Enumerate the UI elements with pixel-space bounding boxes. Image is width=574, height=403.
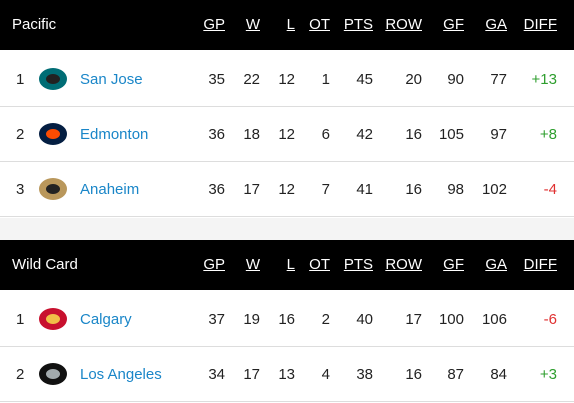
stat: 41	[356, 181, 373, 198]
stat: 20	[405, 71, 422, 88]
column-header: L	[286, 256, 295, 273]
stat: 4	[321, 366, 330, 383]
stat: 100	[438, 311, 464, 328]
stat: 36	[208, 126, 225, 143]
column-header: GP	[203, 16, 225, 33]
column-header: OT	[309, 16, 330, 33]
team-row: 1 San Jose 35 22 12 1 45 20 90 77 +13	[0, 52, 574, 107]
column-header: ROW	[385, 16, 422, 33]
team-logo	[38, 360, 68, 392]
team-name: Edmonton	[80, 126, 149, 143]
column-header: PTS	[343, 256, 373, 273]
rank: 1	[16, 71, 25, 88]
stat: 17	[405, 311, 422, 328]
column-header: GP	[203, 256, 225, 273]
team-logo	[38, 65, 68, 97]
section-header: Wild Card GP W L OT PTS ROW GF GA DIFF	[0, 240, 574, 290]
stat: 84	[490, 366, 507, 383]
stat: 17	[243, 181, 260, 198]
stat: 77	[490, 71, 507, 88]
diff: +8	[539, 126, 557, 143]
stat: 105	[438, 126, 464, 143]
diff: -6	[543, 311, 557, 328]
stat: 38	[356, 366, 373, 383]
stat: 16	[405, 126, 422, 143]
team-name: Los Angeles	[80, 366, 162, 383]
rank: 2	[16, 126, 25, 143]
diff: -4	[543, 181, 557, 198]
stat: 13	[278, 366, 295, 383]
team-logo	[38, 175, 68, 207]
rank: 2	[16, 366, 25, 383]
stat: 90	[447, 71, 464, 88]
stat: 7	[321, 181, 330, 198]
stat: 42	[356, 126, 373, 143]
section-header: Pacific GP W L OT PTS ROW GF GA DIFF	[0, 0, 574, 50]
stat: 19	[243, 311, 260, 328]
team-row: 1 Calgary 37 19 16 2 40 17 100 106 -6	[0, 292, 574, 347]
stat: 18	[243, 126, 260, 143]
rank: 3	[16, 181, 25, 198]
team-name: San Jose	[80, 71, 143, 88]
column-header: GF	[443, 16, 464, 33]
stat: 12	[278, 181, 295, 198]
rank: 1	[16, 311, 25, 328]
column-header: GA	[485, 256, 507, 273]
diff: +13	[531, 71, 557, 88]
column-header: DIFF	[523, 16, 557, 33]
team-row: 2 Los Angeles 34 17 13 4 38 16 87 84 +3	[0, 347, 574, 402]
stat: 17	[243, 366, 260, 383]
diff: +3	[539, 366, 557, 383]
stat: 106	[481, 311, 507, 328]
stat: 22	[243, 71, 260, 88]
section-title: Pacific	[12, 16, 57, 33]
column-header: L	[286, 16, 295, 33]
stat: 1	[321, 71, 330, 88]
section-title: Wild Card	[12, 256, 78, 273]
column-header: OT	[309, 256, 330, 273]
column-header: GA	[485, 16, 507, 33]
stat: 16	[405, 366, 422, 383]
team-logo	[38, 120, 68, 152]
stat: 45	[356, 71, 373, 88]
stat: 16	[405, 181, 422, 198]
gap	[0, 218, 574, 240]
stat: 102	[481, 181, 507, 198]
column-header: W	[245, 16, 260, 33]
team-name: Anaheim	[80, 181, 140, 198]
stat: 12	[278, 71, 295, 88]
column-header: ROW	[385, 256, 422, 273]
team-row: 3 Anaheim 36 17 12 7 41 16 98 102 -4	[0, 162, 574, 217]
team-row: 2 Edmonton 36 18 12 6 42 16 105 97 +8	[0, 107, 574, 162]
stat: 34	[208, 366, 225, 383]
column-header: GF	[443, 256, 464, 273]
stat: 37	[208, 311, 225, 328]
column-header: DIFF	[523, 256, 557, 273]
stat: 16	[278, 311, 295, 328]
stat: 97	[490, 126, 507, 143]
stat: 2	[321, 311, 330, 328]
stat: 6	[321, 126, 330, 143]
team-name: Calgary	[80, 311, 132, 328]
stat: 12	[278, 126, 295, 143]
stat: 35	[208, 71, 225, 88]
stat: 36	[208, 181, 225, 198]
column-header: W	[245, 256, 260, 273]
stat: 87	[447, 366, 464, 383]
stat: 98	[447, 181, 464, 198]
team-logo	[38, 305, 68, 337]
stat: 40	[356, 311, 373, 328]
column-header: PTS	[343, 16, 373, 33]
